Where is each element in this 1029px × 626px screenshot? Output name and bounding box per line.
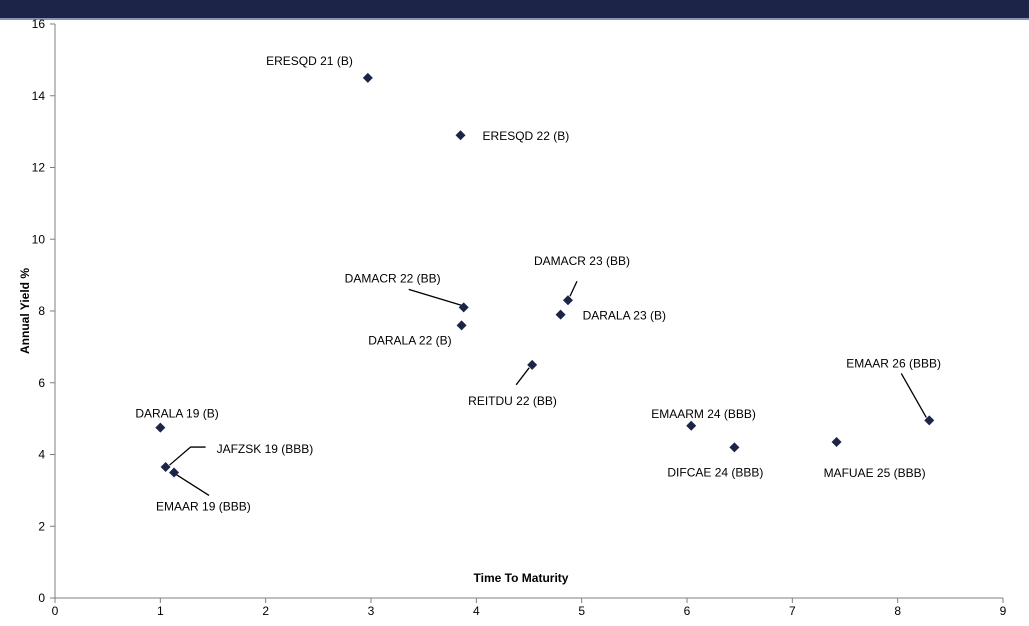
x-tick-label: 0 <box>52 604 59 618</box>
data-point-marker <box>362 72 373 83</box>
x-tick-label: 6 <box>684 604 691 618</box>
y-axis-title: Annual Yield % <box>18 268 32 354</box>
data-point-label: DARALA 19 (B) <box>135 407 218 421</box>
x-tick-label: 7 <box>789 604 796 618</box>
y-tick-label: 0 <box>38 591 45 605</box>
x-tick-label: 2 <box>262 604 269 618</box>
data-point-marker <box>562 295 573 306</box>
data-point-label: DARALA 23 (B) <box>583 309 666 323</box>
label-leader-line <box>169 446 206 466</box>
data-point-marker <box>729 442 740 453</box>
data-point-marker <box>160 462 171 473</box>
data-point-marker <box>456 320 467 331</box>
y-tick-label: 4 <box>38 448 45 462</box>
x-tick-label: 5 <box>578 604 585 618</box>
data-point-label: MAFUAE 25 (BBB) <box>824 466 926 480</box>
data-point-marker <box>831 436 842 447</box>
y-tick-label: 8 <box>38 304 45 318</box>
data-point-label: ERESQD 21 (B) <box>266 54 353 68</box>
data-point-label: REITDU 22 (BB) <box>468 394 557 408</box>
data-point-label: EMAAR 19 (BBB) <box>156 499 251 513</box>
x-tick-label: 4 <box>473 604 480 618</box>
header-accent-line <box>0 18 1029 20</box>
data-point-marker <box>458 302 469 313</box>
label-leader-line <box>900 373 927 418</box>
data-point-marker <box>169 467 180 478</box>
data-point-label: EMAAR 26 (BBB) <box>846 356 941 370</box>
data-point-label: JAFZSK 19 (BBB) <box>217 442 314 456</box>
label-leader-line <box>515 367 530 386</box>
data-point-label: ERESQD 22 (B) <box>483 129 570 143</box>
y-tick-label: 12 <box>32 161 46 175</box>
x-tick-label: 9 <box>1000 604 1007 618</box>
label-leader-line <box>175 473 210 496</box>
x-axis-title: Time To Maturity <box>474 571 569 585</box>
data-point-marker <box>527 359 538 370</box>
data-point-label: DARALA 22 (B) <box>368 333 451 347</box>
data-point-marker <box>686 420 697 431</box>
data-point-marker <box>924 415 935 426</box>
x-tick-label: 3 <box>368 604 375 618</box>
y-tick-label: 6 <box>38 376 45 390</box>
data-point-label: DAMACR 23 (BB) <box>534 254 630 268</box>
label-leader-line <box>569 280 578 297</box>
data-point-marker <box>555 309 566 320</box>
point-labels: ERESQD 21 (B) ERESQD 22 (B) DAMACR 22 (BB)… <box>135 54 941 514</box>
y-tick-label: 14 <box>32 89 46 103</box>
x-tick-label: 1 <box>157 604 164 618</box>
data-point-marker <box>155 422 166 433</box>
y-tick-label: 16 <box>32 17 46 31</box>
data-points <box>155 72 935 478</box>
y-tick-label: 2 <box>38 519 45 533</box>
y-tick-label: 10 <box>32 232 46 246</box>
data-point-label: EMAARM 24 (BBB) <box>651 407 756 421</box>
header-bar <box>0 0 1029 18</box>
data-point-label: DIFCAE 24 (BBB) <box>667 465 763 479</box>
data-point-marker <box>455 130 466 141</box>
x-tick-label: 8 <box>894 604 901 618</box>
label-leader-line <box>408 288 462 307</box>
label-connectors <box>169 280 927 496</box>
data-point-label: DAMACR 22 (BB) <box>345 271 441 285</box>
